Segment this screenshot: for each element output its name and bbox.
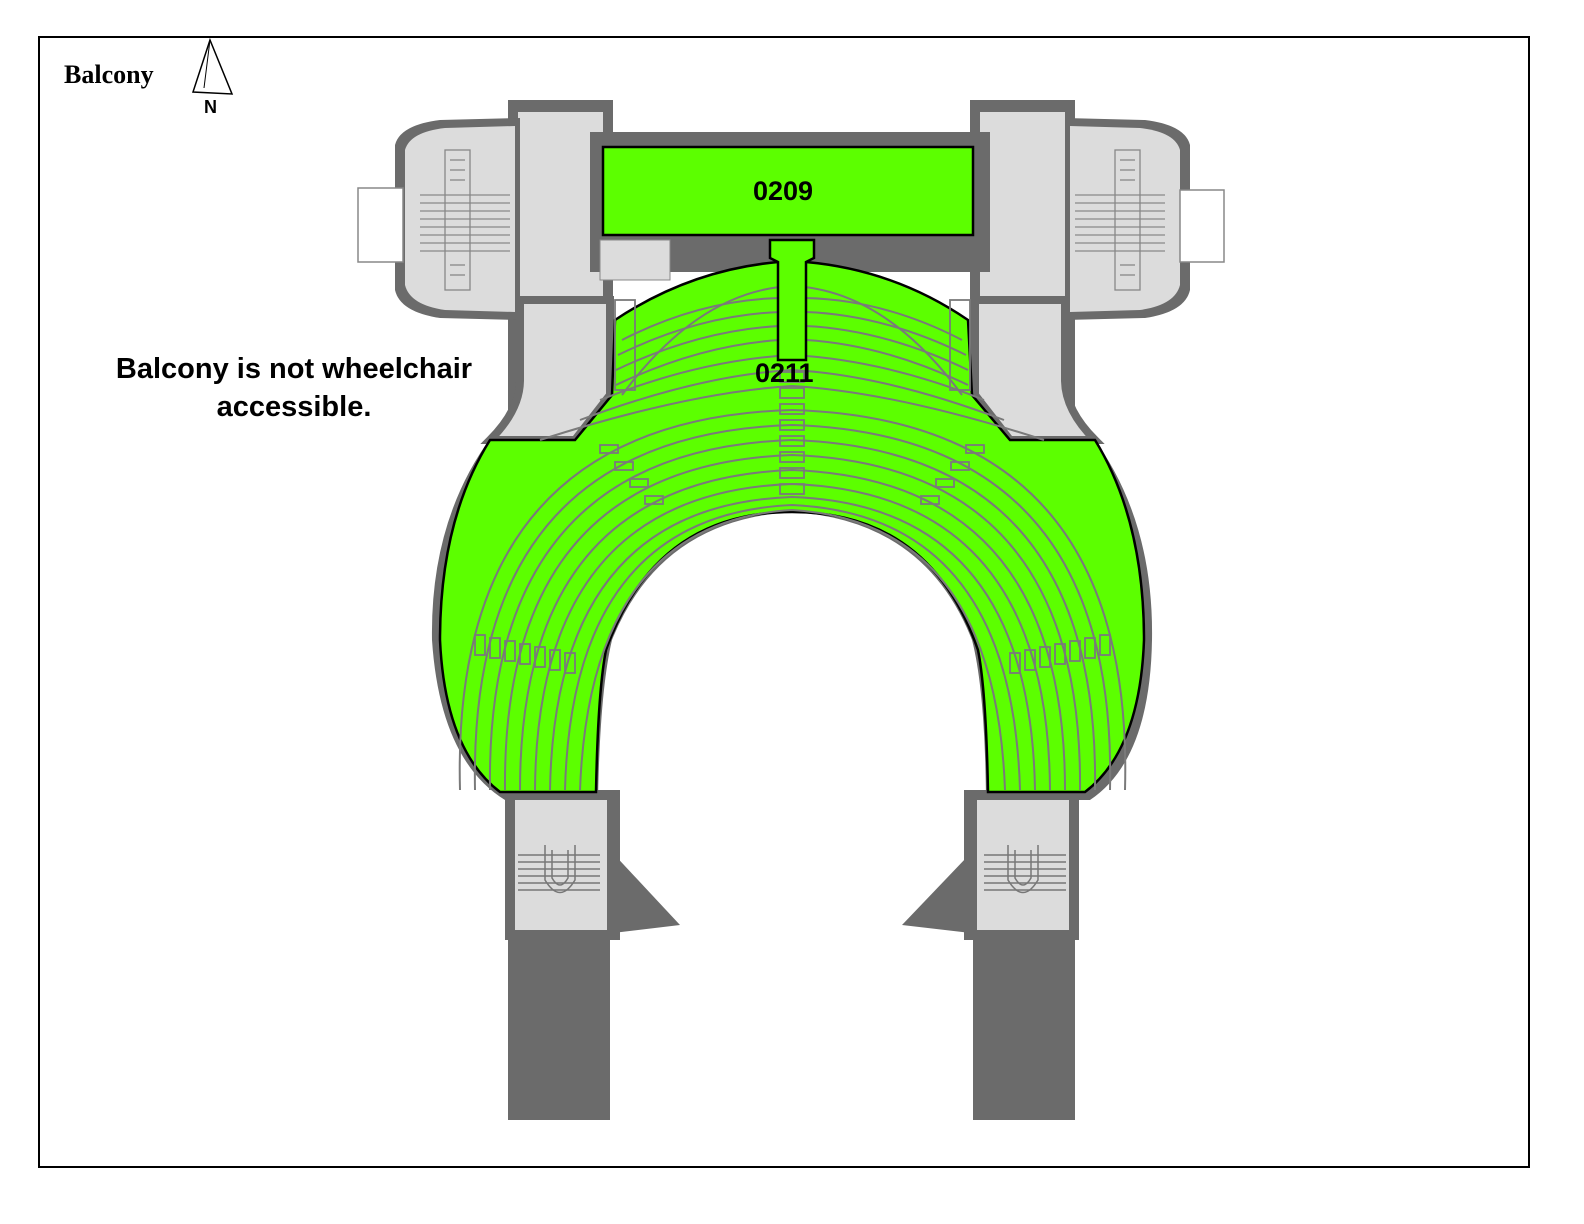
room-0209-label: 0209 xyxy=(753,176,814,206)
plan-title: Balcony xyxy=(64,60,154,89)
aisle-steps xyxy=(474,299,1111,674)
north-arrow-icon xyxy=(191,37,234,95)
room-0209[interactable] xyxy=(601,145,975,237)
right-upper-tower xyxy=(970,100,1225,444)
left-lower-stair xyxy=(505,790,620,940)
map-frame xyxy=(38,36,1530,1168)
right-lower-stair xyxy=(964,790,1079,940)
accessibility-note: Balcony is not wheelchair accessible. xyxy=(115,353,473,423)
left-upper-tower xyxy=(357,100,614,444)
left-lower-wall xyxy=(508,905,610,1120)
center-corridor[interactable] xyxy=(768,238,816,362)
north-label: N xyxy=(204,97,217,117)
room-0211-label: 0211 xyxy=(755,358,814,388)
right-lower-wall xyxy=(973,905,1075,1120)
